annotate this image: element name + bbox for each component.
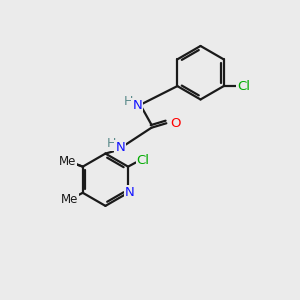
Text: Cl: Cl <box>237 80 250 93</box>
Text: H: H <box>107 137 116 150</box>
Text: Cl: Cl <box>136 154 149 166</box>
Text: N: N <box>125 186 134 199</box>
Text: Me: Me <box>61 193 78 206</box>
Text: Me: Me <box>58 155 76 168</box>
Text: N: N <box>132 99 142 112</box>
Text: N: N <box>116 140 125 154</box>
Text: H: H <box>124 95 133 108</box>
Text: O: O <box>170 117 181 130</box>
